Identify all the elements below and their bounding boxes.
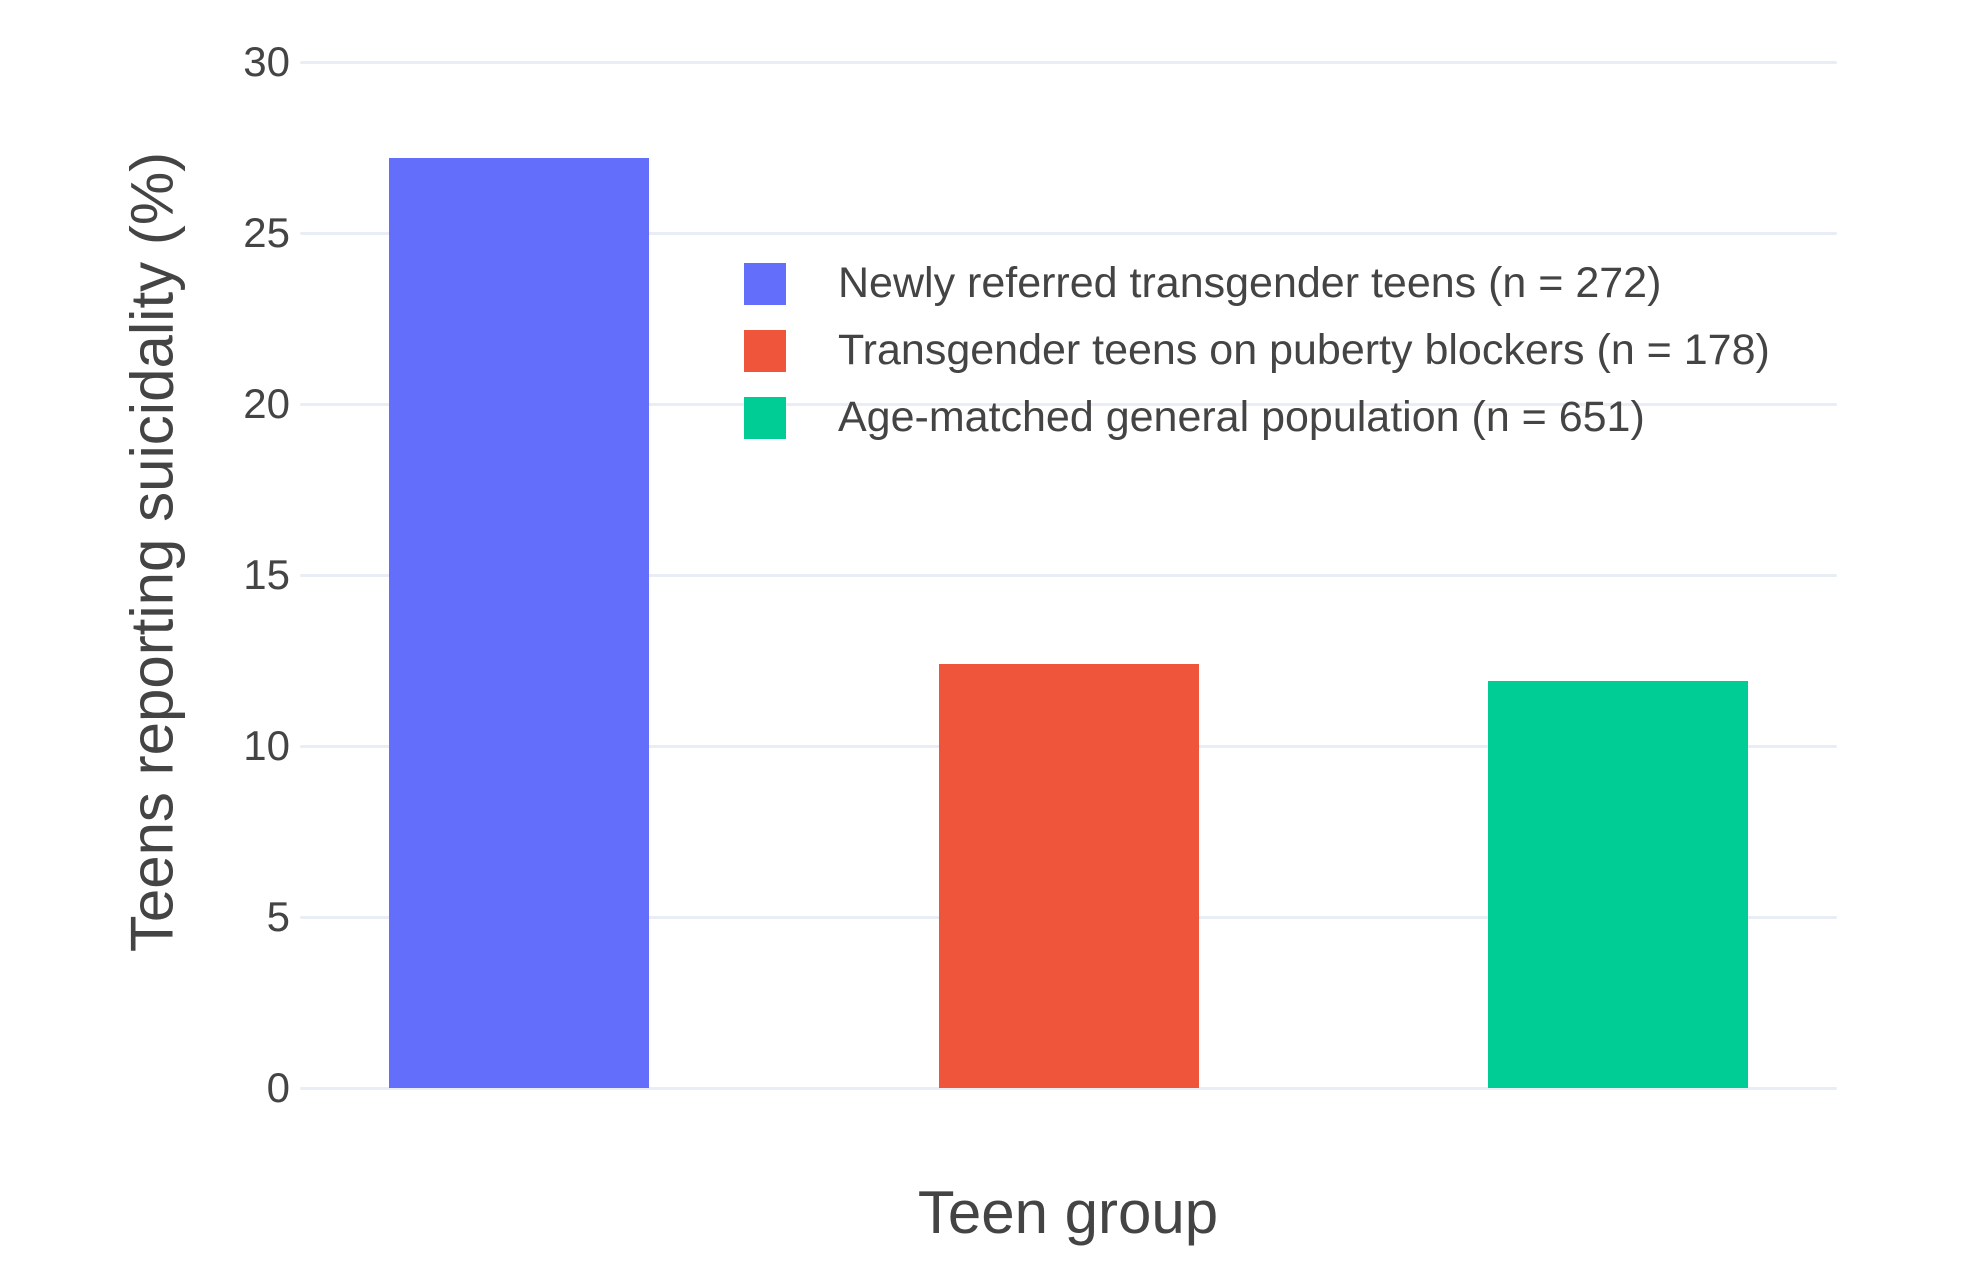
gridline-y-15 bbox=[300, 573, 1837, 577]
y-tick-label-25: 25 bbox=[243, 209, 290, 256]
y-tick-label-30: 30 bbox=[243, 38, 290, 85]
y-tick-label-5: 5 bbox=[266, 893, 290, 940]
gridline-y-20 bbox=[300, 402, 1837, 406]
legend-item-1[interactable]: Newly referred transgender teens (n = 27… bbox=[744, 262, 1770, 305]
y-axis-title: Teens reporting suicidality (%) bbox=[118, 151, 186, 953]
legend-label: Newly referred transgender teens (n = 27… bbox=[838, 259, 1662, 307]
legend-label: Transgender teens on puberty blockers (n… bbox=[838, 326, 1770, 374]
legend-label: Age-matched general population (n = 651) bbox=[838, 393, 1645, 441]
legend-swatch-icon bbox=[744, 329, 786, 372]
y-tick-label-15: 15 bbox=[243, 551, 290, 598]
bar-3[interactable] bbox=[1488, 681, 1748, 1088]
legend-swatch-icon bbox=[744, 262, 786, 305]
x-axis-title: Teen group bbox=[917, 1179, 1219, 1246]
legend-item-2[interactable]: Transgender teens on puberty blockers (n… bbox=[744, 329, 1770, 372]
legend-swatch-icon bbox=[744, 396, 786, 439]
y-tick-label-20: 20 bbox=[243, 380, 290, 427]
gridline-y-0 bbox=[300, 1086, 1837, 1090]
y-tick-label-0: 0 bbox=[266, 1064, 290, 1111]
legend-item-3[interactable]: Age-matched general population (n = 651) bbox=[744, 396, 1770, 439]
y-tick-label-10: 10 bbox=[243, 722, 290, 769]
bar-1[interactable] bbox=[389, 157, 649, 1088]
legend: Newly referred transgender teens (n = 27… bbox=[744, 262, 1770, 463]
gridline-y-25 bbox=[300, 231, 1837, 235]
gridline-y-30 bbox=[300, 60, 1837, 64]
bar-2[interactable] bbox=[938, 663, 1199, 1088]
